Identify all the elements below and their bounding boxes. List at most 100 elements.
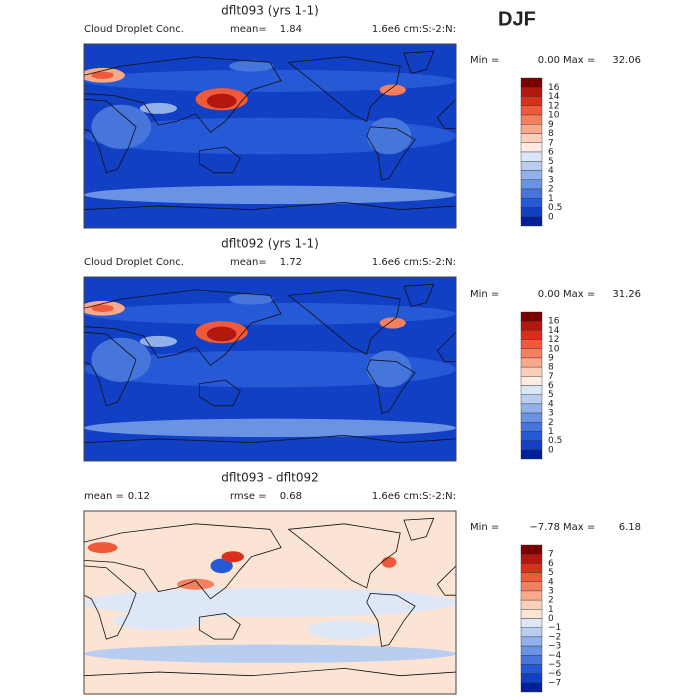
colorbar-box bbox=[520, 198, 543, 208]
colorbar-label: 10 bbox=[548, 344, 560, 354]
field-patch bbox=[84, 302, 456, 325]
colorbar-label: 9 bbox=[548, 120, 554, 130]
colorbar-box bbox=[520, 339, 543, 349]
colorbar-box bbox=[520, 636, 543, 647]
field-patch bbox=[84, 644, 456, 663]
field-patch bbox=[206, 326, 237, 342]
coastline bbox=[436, 98, 456, 130]
colorbar-label: −4 bbox=[548, 651, 562, 661]
field-patch bbox=[210, 558, 233, 574]
mean-value: 0.12 bbox=[128, 491, 150, 502]
mean-label: rmse = bbox=[230, 491, 267, 502]
max-value: 6.18 bbox=[619, 522, 641, 533]
colorbar-box bbox=[520, 216, 543, 227]
coastline bbox=[366, 359, 416, 414]
colorbar-box bbox=[520, 366, 543, 377]
field-patch bbox=[84, 587, 456, 618]
colorbar-label: 5 bbox=[548, 390, 554, 400]
colorbar-label: −1 bbox=[548, 623, 561, 633]
map bbox=[84, 44, 456, 228]
field-patch bbox=[221, 551, 244, 563]
colorbar-box bbox=[520, 581, 543, 592]
min-label: Min = bbox=[470, 522, 499, 533]
colorbar-box bbox=[520, 207, 543, 217]
map bbox=[84, 511, 456, 694]
colorbar-box bbox=[520, 320, 543, 331]
max-label: Max = bbox=[563, 289, 595, 300]
colorbar-box bbox=[520, 618, 543, 628]
colorbar-box bbox=[520, 673, 543, 684]
field-label: Cloud Droplet Conc. bbox=[84, 257, 184, 268]
colorbar-box bbox=[520, 161, 543, 171]
colorbar-box bbox=[520, 655, 543, 665]
colorbar-label: 12 bbox=[548, 101, 559, 111]
mean-value: 1.84 bbox=[280, 24, 302, 35]
field-patch bbox=[91, 71, 114, 79]
field-patch bbox=[229, 60, 274, 72]
coastline bbox=[84, 98, 137, 174]
coastline bbox=[287, 523, 401, 589]
min-value: 0.00 bbox=[538, 55, 560, 66]
coastline bbox=[84, 289, 282, 366]
colorbar-box bbox=[520, 188, 543, 199]
coastline bbox=[84, 201, 456, 211]
colorbar-label: 6 bbox=[548, 381, 554, 391]
max-value: 31.26 bbox=[612, 289, 641, 300]
mean-value: 1.72 bbox=[280, 257, 302, 268]
coastline bbox=[403, 283, 435, 307]
min-label: Min = bbox=[470, 55, 499, 66]
colorbar-label: 9 bbox=[548, 353, 554, 363]
colorbar-box bbox=[520, 431, 543, 441]
coastline bbox=[84, 523, 282, 600]
field-patch bbox=[91, 304, 114, 312]
colorbar-label: 1 bbox=[548, 194, 554, 204]
coastline bbox=[84, 565, 137, 640]
field-patch bbox=[91, 337, 151, 382]
coastline bbox=[403, 50, 435, 74]
colorbar-box bbox=[520, 645, 543, 656]
colorbar-box bbox=[520, 572, 543, 582]
colorbar-box bbox=[520, 330, 543, 340]
colorbar-label: −5 bbox=[548, 660, 561, 670]
mean-label: mean= bbox=[230, 24, 267, 35]
coastline bbox=[84, 667, 456, 677]
coastline bbox=[287, 289, 401, 355]
map bbox=[84, 277, 456, 461]
coastline bbox=[436, 565, 456, 596]
field-patch bbox=[113, 611, 204, 630]
colorbar-label: 14 bbox=[548, 326, 560, 336]
coastline bbox=[84, 56, 282, 133]
colorbar-label: 8 bbox=[548, 129, 554, 139]
colorbar-label: 16 bbox=[548, 83, 560, 93]
colorbar-box bbox=[520, 590, 543, 601]
coastline bbox=[366, 592, 416, 647]
colorbar-label: 16 bbox=[548, 317, 560, 327]
colorbar-label: −6 bbox=[548, 669, 562, 679]
colorbar-label: 2 bbox=[548, 185, 554, 195]
max-label: Max = bbox=[563, 522, 595, 533]
field-patch bbox=[91, 104, 151, 149]
colorbar-box bbox=[520, 151, 543, 162]
colorbar-box bbox=[520, 682, 543, 693]
colorbar-label: 7 bbox=[548, 138, 554, 148]
field-patch bbox=[307, 620, 382, 640]
max-value: 32.06 bbox=[612, 55, 641, 66]
colorbar-box bbox=[520, 394, 543, 405]
panel-title: dflt093 - dflt092 bbox=[221, 471, 319, 485]
colorbar-label: 1 bbox=[548, 605, 554, 615]
field-label: Cloud Droplet Conc. bbox=[84, 24, 184, 35]
colorbar-box bbox=[520, 87, 543, 97]
colorbar-label: 5 bbox=[548, 157, 554, 167]
colorbar-label: 4 bbox=[548, 399, 554, 409]
field-patch bbox=[366, 350, 412, 388]
field-patch bbox=[206, 93, 237, 109]
mean-value: 0.68 bbox=[280, 491, 302, 502]
colorbar-label: 0.5 bbox=[548, 436, 562, 446]
mean-label: mean= bbox=[230, 257, 267, 268]
colorbar-box bbox=[520, 124, 543, 134]
colorbar-box bbox=[520, 311, 543, 322]
colorbar-box bbox=[520, 609, 543, 619]
min-value: −7.78 bbox=[529, 522, 560, 533]
field-patch bbox=[229, 293, 274, 305]
